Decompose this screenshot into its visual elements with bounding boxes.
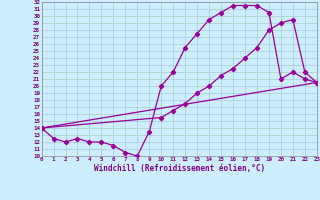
X-axis label: Windchill (Refroidissement éolien,°C): Windchill (Refroidissement éolien,°C) [94, 164, 265, 173]
